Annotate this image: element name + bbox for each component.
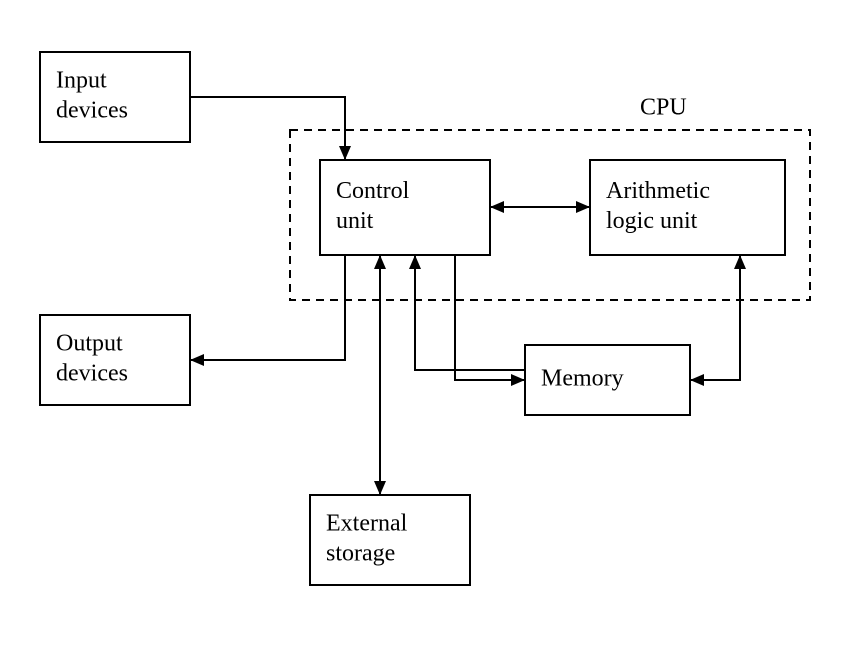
cpu-architecture-diagram: CPU Input devices Control unit Arithmetic logi… [0,0,861,645]
node-memory-label-0: Memory [541,366,624,392]
node-output-label-0: Output [56,331,123,357]
node-memory: Memory [525,345,690,415]
cpu-group-label: CPU [640,95,687,121]
edge-memory-alu [690,255,740,380]
node-external: External storage [310,495,470,585]
node-control-label-0: Control [336,178,410,204]
node-external-label-0: External [326,511,408,537]
node-alu-label-0: Arithmetic [606,178,710,204]
node-output: Output devices [40,315,190,405]
edge-control-memory-out [455,255,525,380]
node-input-label-1: devices [56,98,128,124]
edge-control-to-output [190,255,345,360]
node-alu-label-1: logic unit [606,208,698,234]
node-external-label-1: storage [326,541,395,567]
edge-memory-control-in [415,255,525,370]
node-input-label-0: Input [56,68,107,94]
node-input: Input devices [40,52,190,142]
node-output-label-1: devices [56,361,128,387]
edge-input-to-control [190,97,345,160]
node-control-label-1: unit [336,208,374,234]
node-control: Control unit [320,160,490,255]
node-alu: Arithmetic logic unit [590,160,785,255]
